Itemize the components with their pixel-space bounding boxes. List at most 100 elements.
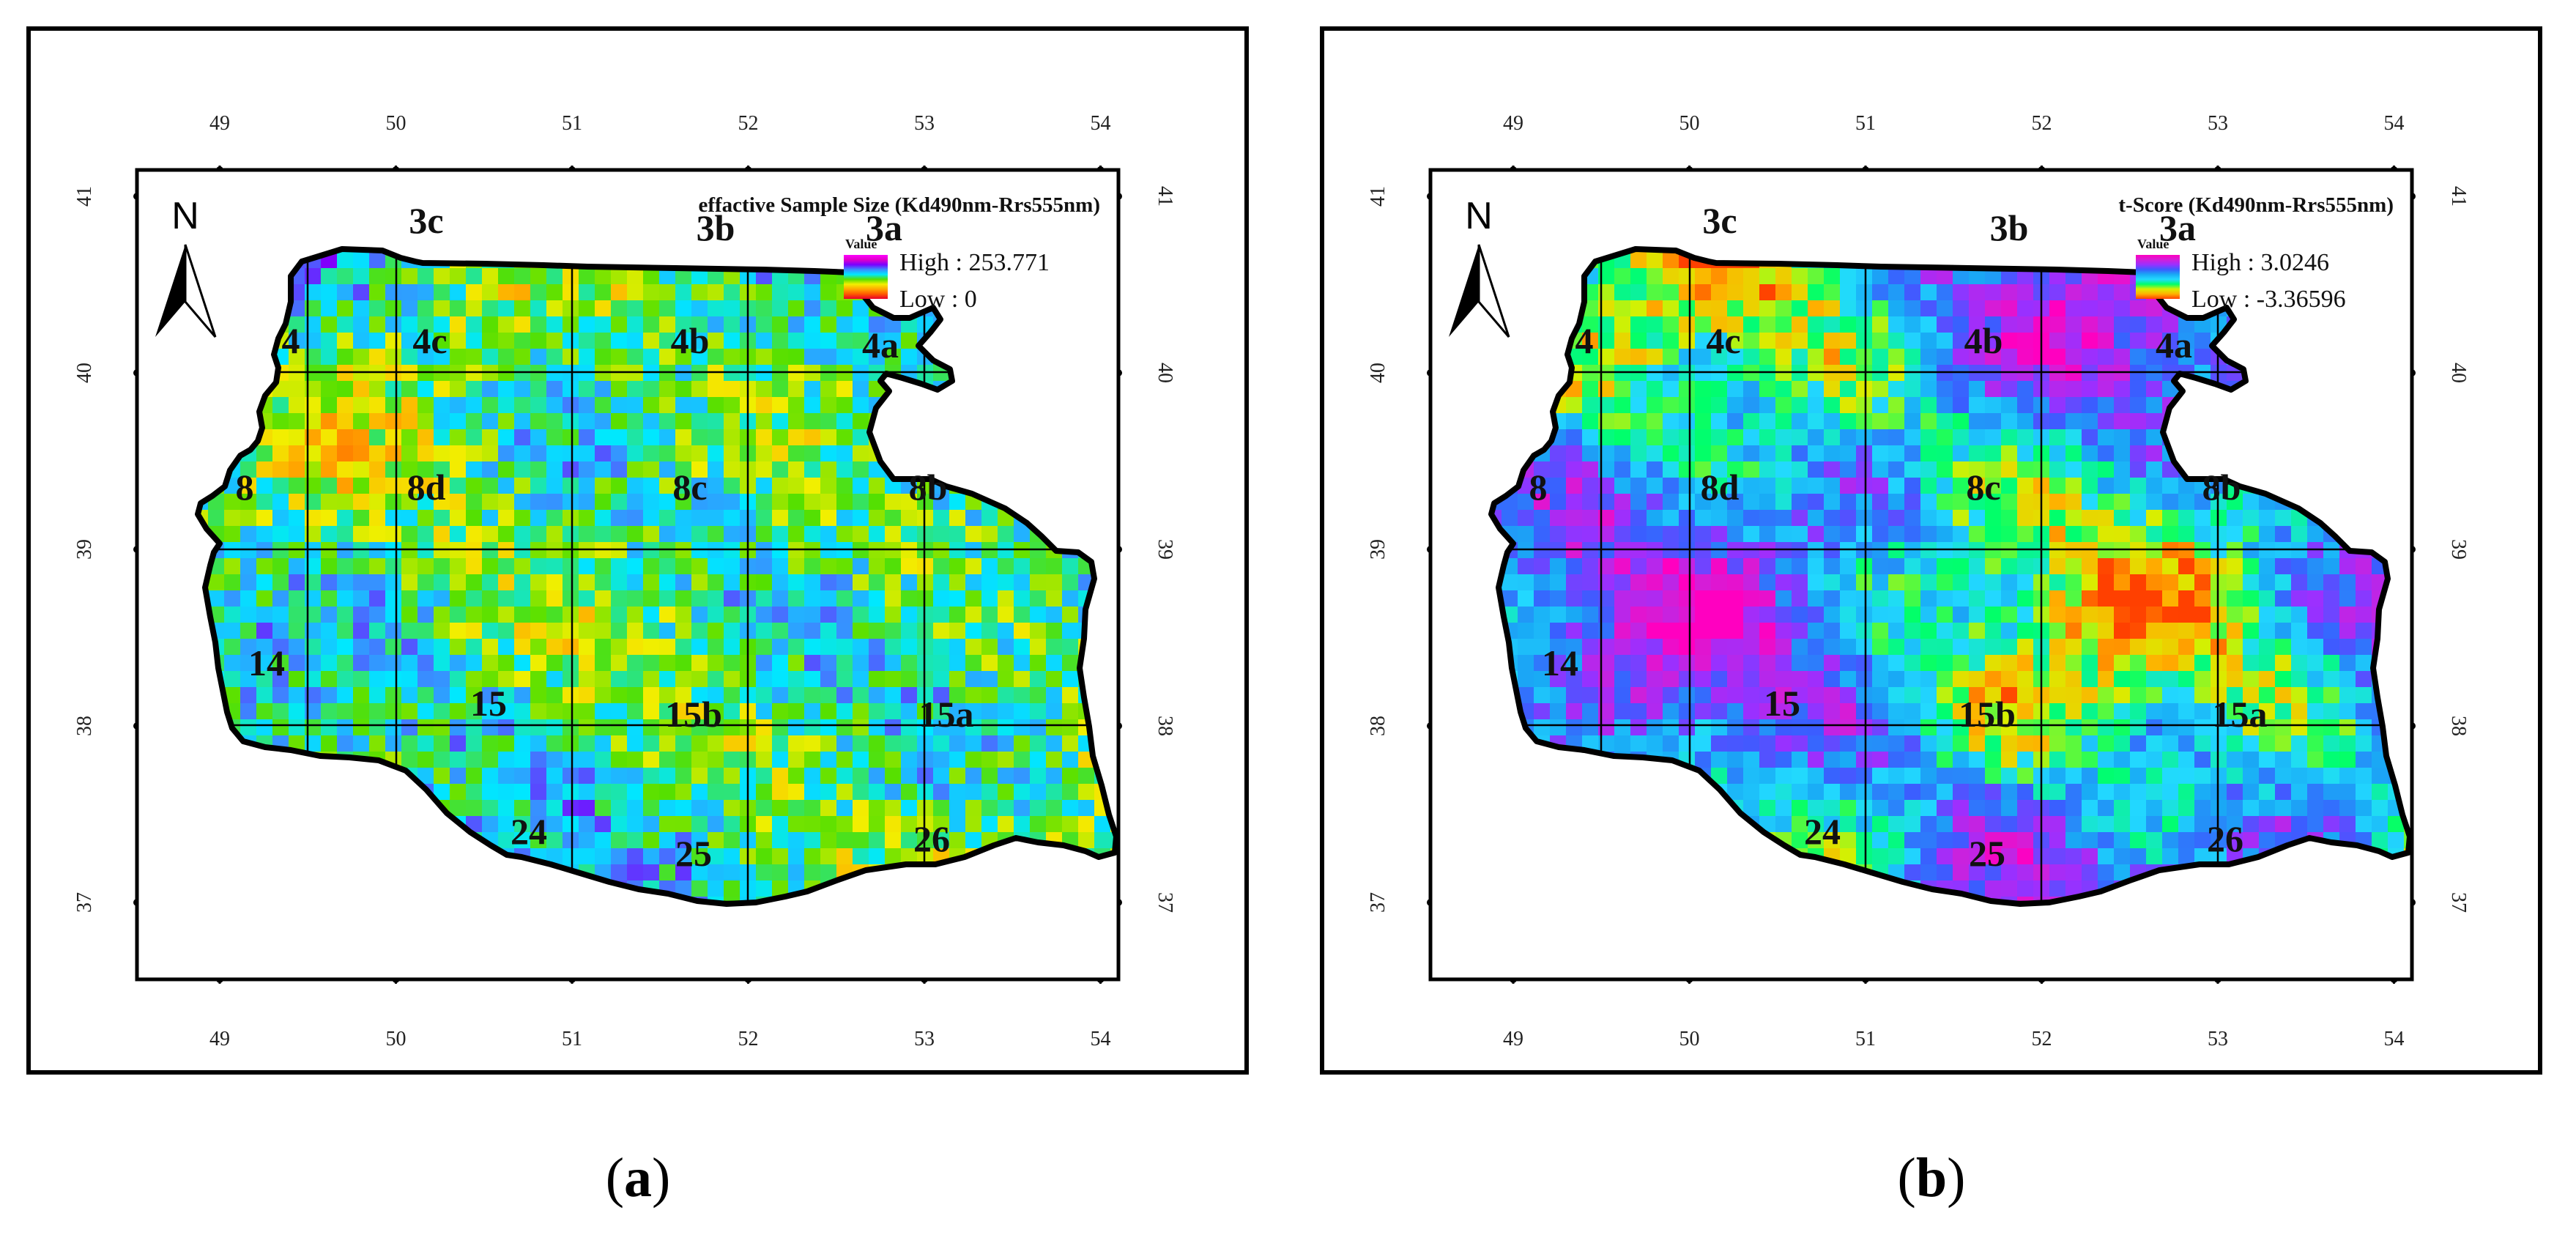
raster-cell: [417, 639, 434, 656]
raster-cell: [1630, 445, 1647, 462]
raster-cell: [530, 494, 547, 511]
raster-cell: [2178, 333, 2195, 349]
raster-cell: [788, 574, 805, 591]
raster-cell: [1888, 526, 1905, 543]
raster-cell: [417, 413, 434, 430]
raster-cell: [885, 607, 902, 623]
raster-cell: [1985, 268, 2002, 285]
raster-cell: [2082, 558, 2098, 575]
raster-cell: [1985, 542, 2002, 559]
raster-cell: [1969, 800, 1986, 817]
raster-cell: [401, 703, 418, 720]
raster-cell: [1663, 478, 1679, 494]
raster-cell: [853, 478, 869, 494]
raster-cell: [1566, 445, 1583, 462]
raster-cell: [1808, 284, 1825, 301]
raster-cell: [272, 655, 289, 672]
raster-cell: [2130, 590, 2147, 607]
raster-cell: [917, 752, 934, 768]
raster-cell: [1759, 365, 1776, 382]
raster-cell: [2420, 236, 2437, 253]
raster-cell: [466, 316, 483, 333]
raster-cell: [2114, 510, 2131, 527]
raster-cell: [885, 623, 902, 639]
raster-cell: [2098, 768, 2115, 785]
raster-cell: [595, 349, 612, 366]
raster-cell: [305, 284, 322, 301]
raster-cell: [514, 768, 531, 785]
raster-cell: [1920, 300, 1937, 317]
raster-cell: [1937, 478, 1953, 494]
raster-cell: [1985, 800, 2002, 817]
raster-cell: [563, 526, 579, 543]
raster-cell: [1904, 735, 1921, 752]
raster-cell: [708, 413, 724, 430]
raster-cell: [305, 526, 322, 543]
raster-cell: [1598, 461, 1615, 478]
raster-cell: [1759, 300, 1776, 317]
raster-cell: [1920, 333, 1937, 349]
raster-cell: [2291, 607, 2308, 623]
raster-cell: [514, 687, 531, 704]
raster-cell: [1792, 816, 1808, 833]
raster-cell: [2420, 429, 2437, 446]
raster-cell: [2356, 735, 2372, 752]
raster-cell: [788, 607, 805, 623]
raster-cell: [450, 639, 467, 656]
raster-cell: [2017, 397, 2034, 414]
raster-cell: [691, 703, 708, 720]
lat-tick-label-right: 38: [2447, 716, 2470, 736]
raster-cell: [2098, 461, 2115, 478]
raster-cell: [337, 284, 354, 301]
raster-cell: [853, 590, 869, 607]
raster-cell: [385, 655, 402, 672]
raster-cell: [2146, 832, 2163, 849]
raster-cell: [482, 816, 499, 833]
raster-cell: [804, 671, 821, 688]
raster-cell: [466, 284, 483, 301]
raster-cell: [2420, 848, 2437, 865]
raster-cell: [1727, 268, 1744, 285]
raster-cell: [2162, 542, 2179, 559]
raster-cell: [514, 800, 531, 817]
raster-cell: [1614, 558, 1631, 575]
raster-cell: [2017, 413, 2034, 430]
raster-cell: [1808, 333, 1825, 349]
raster-cell: [530, 623, 547, 639]
raster-cell: [2227, 623, 2243, 639]
raster-cell: [2049, 333, 2066, 349]
raster-cell: [353, 333, 370, 349]
raster-cell: [627, 607, 644, 623]
raster-cell: [1679, 671, 1696, 688]
raster-cell: [691, 300, 708, 317]
raster-cell: [2420, 542, 2437, 559]
raster-cell: [2049, 655, 2066, 672]
raster-cell: [2275, 768, 2292, 785]
raster-cell: [514, 526, 531, 543]
raster-cell: [708, 880, 724, 897]
raster-cell: [1534, 655, 1551, 672]
raster-cell: [820, 639, 837, 656]
raster-cell: [611, 655, 628, 672]
raster-cell: [724, 880, 740, 897]
raster-cell: [708, 478, 724, 494]
raster-cell: [2049, 542, 2066, 559]
raster-cell: [434, 429, 450, 446]
raster-cell: [579, 848, 595, 865]
raster-cell: [1126, 349, 1143, 366]
raster-cell: [482, 719, 499, 736]
raster-cell: [691, 590, 708, 607]
raster-cell: [2194, 671, 2211, 688]
raster-cell: [1695, 590, 1712, 607]
raster-cell: [337, 526, 354, 543]
raster-cell: [1888, 316, 1905, 333]
raster-cell: [820, 800, 837, 817]
raster-cell: [2259, 816, 2276, 833]
raster-cell: [2388, 816, 2405, 833]
raster-cell: [708, 655, 724, 672]
raster-cell: [2130, 365, 2147, 382]
raster-cell: [643, 445, 660, 462]
raster-cell: [1759, 381, 1776, 398]
raster-cell: [1711, 590, 1728, 607]
raster-cell: [1920, 590, 1937, 607]
